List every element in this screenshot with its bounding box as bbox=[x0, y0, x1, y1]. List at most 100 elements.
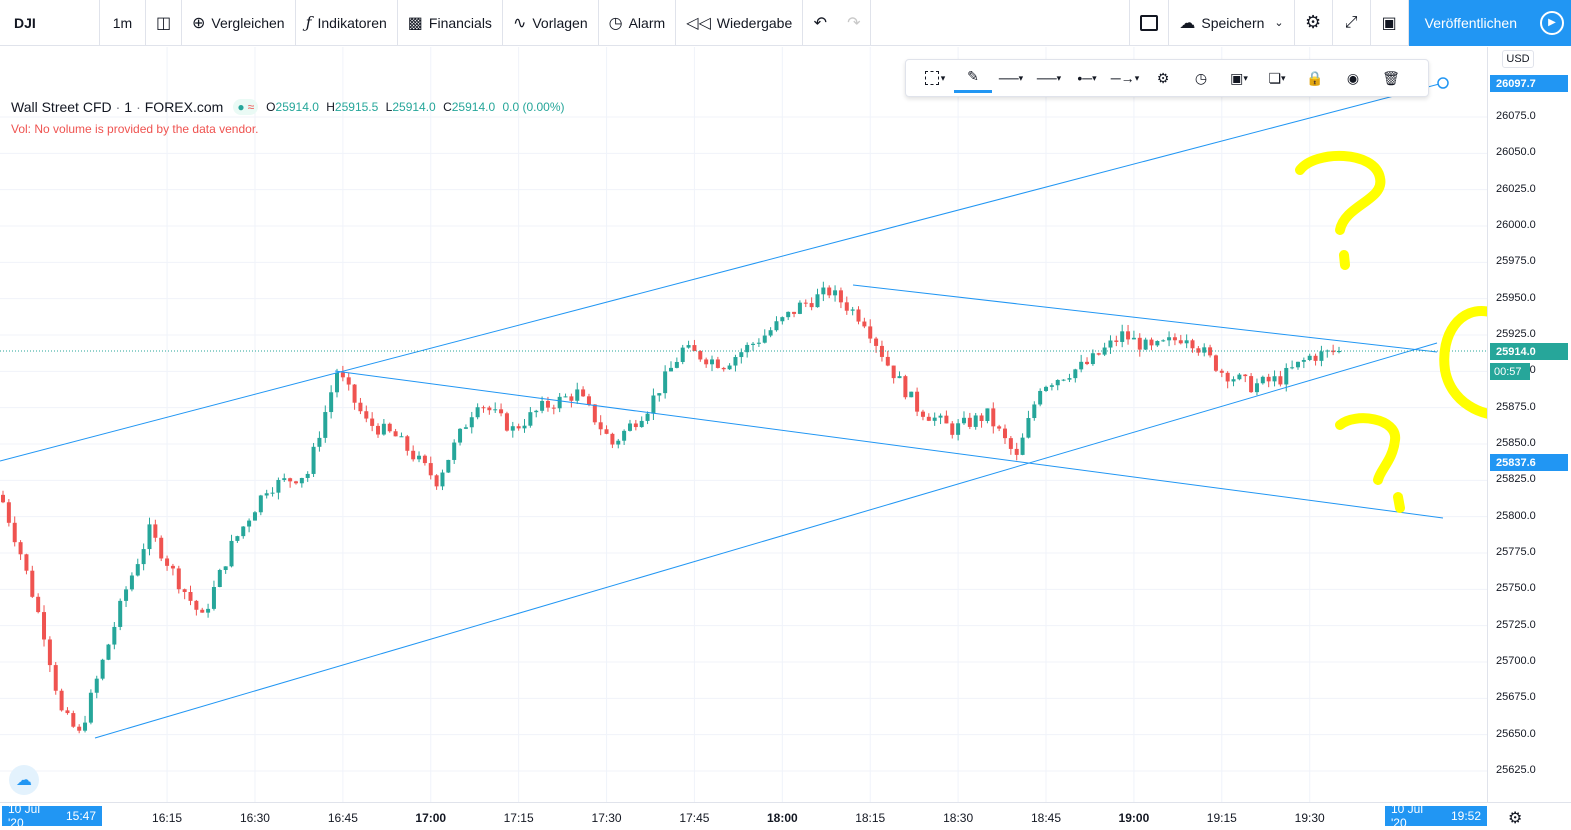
candle-body[interactable] bbox=[809, 303, 814, 308]
compare-button[interactable]: ⊕ Vergleichen bbox=[182, 0, 296, 46]
candle-body[interactable] bbox=[651, 395, 656, 414]
candle-body[interactable] bbox=[1202, 347, 1207, 353]
candle-body[interactable] bbox=[282, 478, 287, 480]
candle-body[interactable] bbox=[961, 417, 966, 424]
candle-body[interactable] bbox=[639, 420, 644, 428]
candle-body[interactable] bbox=[780, 317, 785, 322]
candle-body[interactable] bbox=[475, 407, 480, 418]
candle-body[interactable] bbox=[422, 455, 427, 464]
candle-body[interactable] bbox=[610, 433, 615, 445]
replay-play-button[interactable]: ▶ bbox=[1533, 0, 1571, 46]
candle-body[interactable] bbox=[1254, 383, 1259, 393]
candle-body[interactable] bbox=[1073, 369, 1078, 379]
candle-body[interactable] bbox=[727, 365, 732, 370]
candle-body[interactable] bbox=[1085, 361, 1090, 365]
candle-body[interactable] bbox=[569, 396, 574, 401]
candle-body[interactable] bbox=[1290, 367, 1295, 369]
candle-body[interactable] bbox=[264, 493, 269, 496]
candle-body[interactable] bbox=[598, 422, 603, 430]
candle-body[interactable] bbox=[311, 446, 316, 474]
candle-body[interactable] bbox=[1172, 337, 1177, 341]
symbol-search-button[interactable]: DJI bbox=[0, 0, 100, 46]
candle-body[interactable] bbox=[786, 311, 791, 318]
candle-body[interactable] bbox=[956, 423, 961, 435]
candle-body[interactable] bbox=[1020, 437, 1025, 455]
redo-button[interactable]: ↷ bbox=[837, 0, 872, 46]
candle-body[interactable] bbox=[797, 302, 802, 314]
market-status-badge[interactable]: ● ≈ bbox=[233, 99, 259, 115]
candle-body[interactable] bbox=[868, 326, 873, 339]
candle-body[interactable] bbox=[317, 437, 322, 447]
candle-body[interactable] bbox=[510, 426, 515, 431]
candle-body[interactable] bbox=[1301, 359, 1306, 362]
candle-body[interactable] bbox=[188, 592, 193, 601]
candle-body[interactable] bbox=[1278, 376, 1283, 385]
candle-body[interactable] bbox=[967, 417, 972, 427]
candle-body[interactable] bbox=[874, 338, 879, 346]
candle-body[interactable] bbox=[680, 347, 685, 362]
candle-body[interactable] bbox=[235, 536, 240, 541]
candle-body[interactable] bbox=[762, 335, 767, 343]
candle-body[interactable] bbox=[1313, 355, 1318, 361]
candle-body[interactable] bbox=[53, 665, 58, 691]
delete-button[interactable]: 🗑 bbox=[1372, 63, 1410, 93]
candle-body[interactable] bbox=[77, 726, 82, 731]
candle-body[interactable] bbox=[1026, 418, 1031, 438]
candle-body[interactable] bbox=[698, 351, 703, 360]
candle-body[interactable] bbox=[721, 367, 726, 370]
candle-body[interactable] bbox=[879, 345, 884, 357]
candle-body[interactable] bbox=[1120, 331, 1125, 342]
trendline-handle[interactable] bbox=[1437, 77, 1449, 89]
candle-body[interactable] bbox=[153, 524, 158, 538]
candle-body[interactable] bbox=[1260, 376, 1265, 384]
candle-body[interactable] bbox=[803, 302, 808, 304]
candlestick-chart[interactable] bbox=[0, 47, 1487, 802]
snapshot-button[interactable]: ▣ bbox=[1371, 0, 1409, 46]
fullscreen-button[interactable]: ⤢ bbox=[1333, 0, 1371, 46]
candle-body[interactable] bbox=[1319, 351, 1324, 361]
candle-body[interactable] bbox=[733, 357, 738, 366]
candle-body[interactable] bbox=[504, 413, 509, 431]
candle-body[interactable] bbox=[1178, 340, 1183, 344]
candle-body[interactable] bbox=[182, 589, 187, 593]
candle-body[interactable] bbox=[1325, 350, 1330, 352]
candle-body[interactable] bbox=[411, 450, 416, 460]
candle-body[interactable] bbox=[1167, 337, 1172, 341]
candle-body[interactable] bbox=[370, 418, 375, 426]
candle-body[interactable] bbox=[768, 330, 773, 336]
candle-body[interactable] bbox=[340, 372, 345, 378]
alert-button[interactable]: ◷ Alarm bbox=[599, 0, 677, 46]
candle-body[interactable] bbox=[124, 589, 129, 601]
descending-line-right[interactable] bbox=[852, 284, 1438, 353]
candle-body[interactable] bbox=[135, 564, 140, 576]
candle-body[interactable] bbox=[1061, 379, 1066, 381]
candle-body[interactable] bbox=[885, 356, 890, 366]
visual-order-button[interactable]: ▣ ▾ bbox=[1220, 63, 1258, 93]
time-axis[interactable]: 10 Jul '20 15:47 16:15 16:30 16:45 17:00 17:… bbox=[0, 802, 1571, 830]
candle-body[interactable] bbox=[1231, 379, 1236, 382]
candle-body[interactable] bbox=[6, 502, 11, 523]
indicators-button[interactable]: ƒ Indikatoren bbox=[296, 0, 398, 46]
candle-body[interactable] bbox=[305, 473, 310, 478]
candle-body[interactable] bbox=[176, 568, 181, 590]
candle-body[interactable] bbox=[551, 407, 556, 409]
tradingview-logo[interactable]: ☁ bbox=[9, 765, 39, 795]
candle-body[interactable] bbox=[891, 365, 896, 379]
replay-button[interactable]: ◁◁ Wiedergabe bbox=[676, 0, 804, 46]
candle-body[interactable] bbox=[692, 345, 697, 352]
candle-body[interactable] bbox=[446, 459, 451, 473]
candle-body[interactable] bbox=[862, 321, 867, 327]
candle-body[interactable] bbox=[856, 309, 861, 322]
candle-body[interactable] bbox=[920, 411, 925, 417]
candle-body[interactable] bbox=[481, 407, 486, 409]
candle-body[interactable] bbox=[30, 570, 35, 597]
candle-body[interactable] bbox=[657, 393, 662, 396]
candle-body[interactable] bbox=[165, 558, 170, 566]
candle-body[interactable] bbox=[838, 290, 843, 303]
candle-body[interactable] bbox=[276, 479, 281, 493]
candle-body[interactable] bbox=[1307, 355, 1312, 360]
candle-body[interactable] bbox=[774, 321, 779, 331]
candle-body[interactable] bbox=[756, 342, 761, 344]
clone-button[interactable]: ❏ ▾ bbox=[1258, 63, 1296, 93]
annotation-circle-price[interactable] bbox=[1439, 306, 1487, 419]
